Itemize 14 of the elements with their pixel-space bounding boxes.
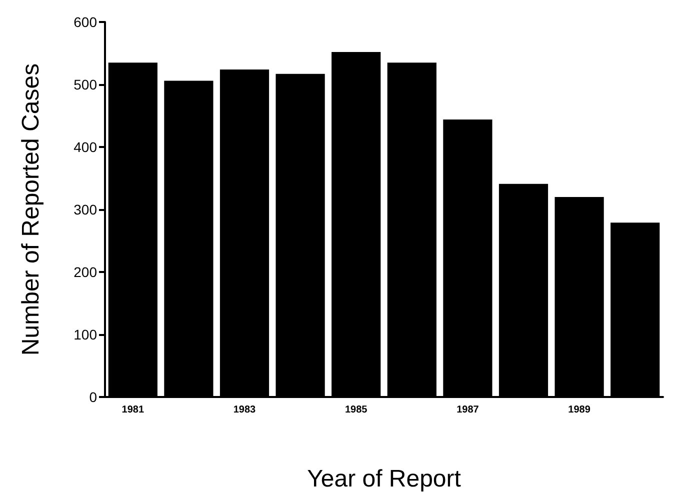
y-axis-title: Number of Reported Cases bbox=[18, 63, 44, 356]
x-tick-label: 1989 bbox=[568, 404, 591, 416]
y-tick-label: 300 bbox=[74, 202, 98, 218]
x-tick-label: 1983 bbox=[233, 404, 256, 416]
x-tick-label: 1987 bbox=[456, 404, 480, 416]
y-tick-label: 500 bbox=[74, 76, 98, 92]
x-tick-label: 1981 bbox=[122, 404, 144, 416]
y-tick-label: 600 bbox=[74, 14, 98, 30]
y-tick-label: 400 bbox=[74, 139, 98, 155]
x-tick-label: 1985 bbox=[344, 404, 368, 416]
y-tick-label: 0 bbox=[89, 389, 98, 405]
y-tick-label: 200 bbox=[74, 264, 98, 280]
x-axis-title: Year of Report bbox=[307, 466, 462, 492]
y-tick-label: 100 bbox=[74, 326, 98, 342]
